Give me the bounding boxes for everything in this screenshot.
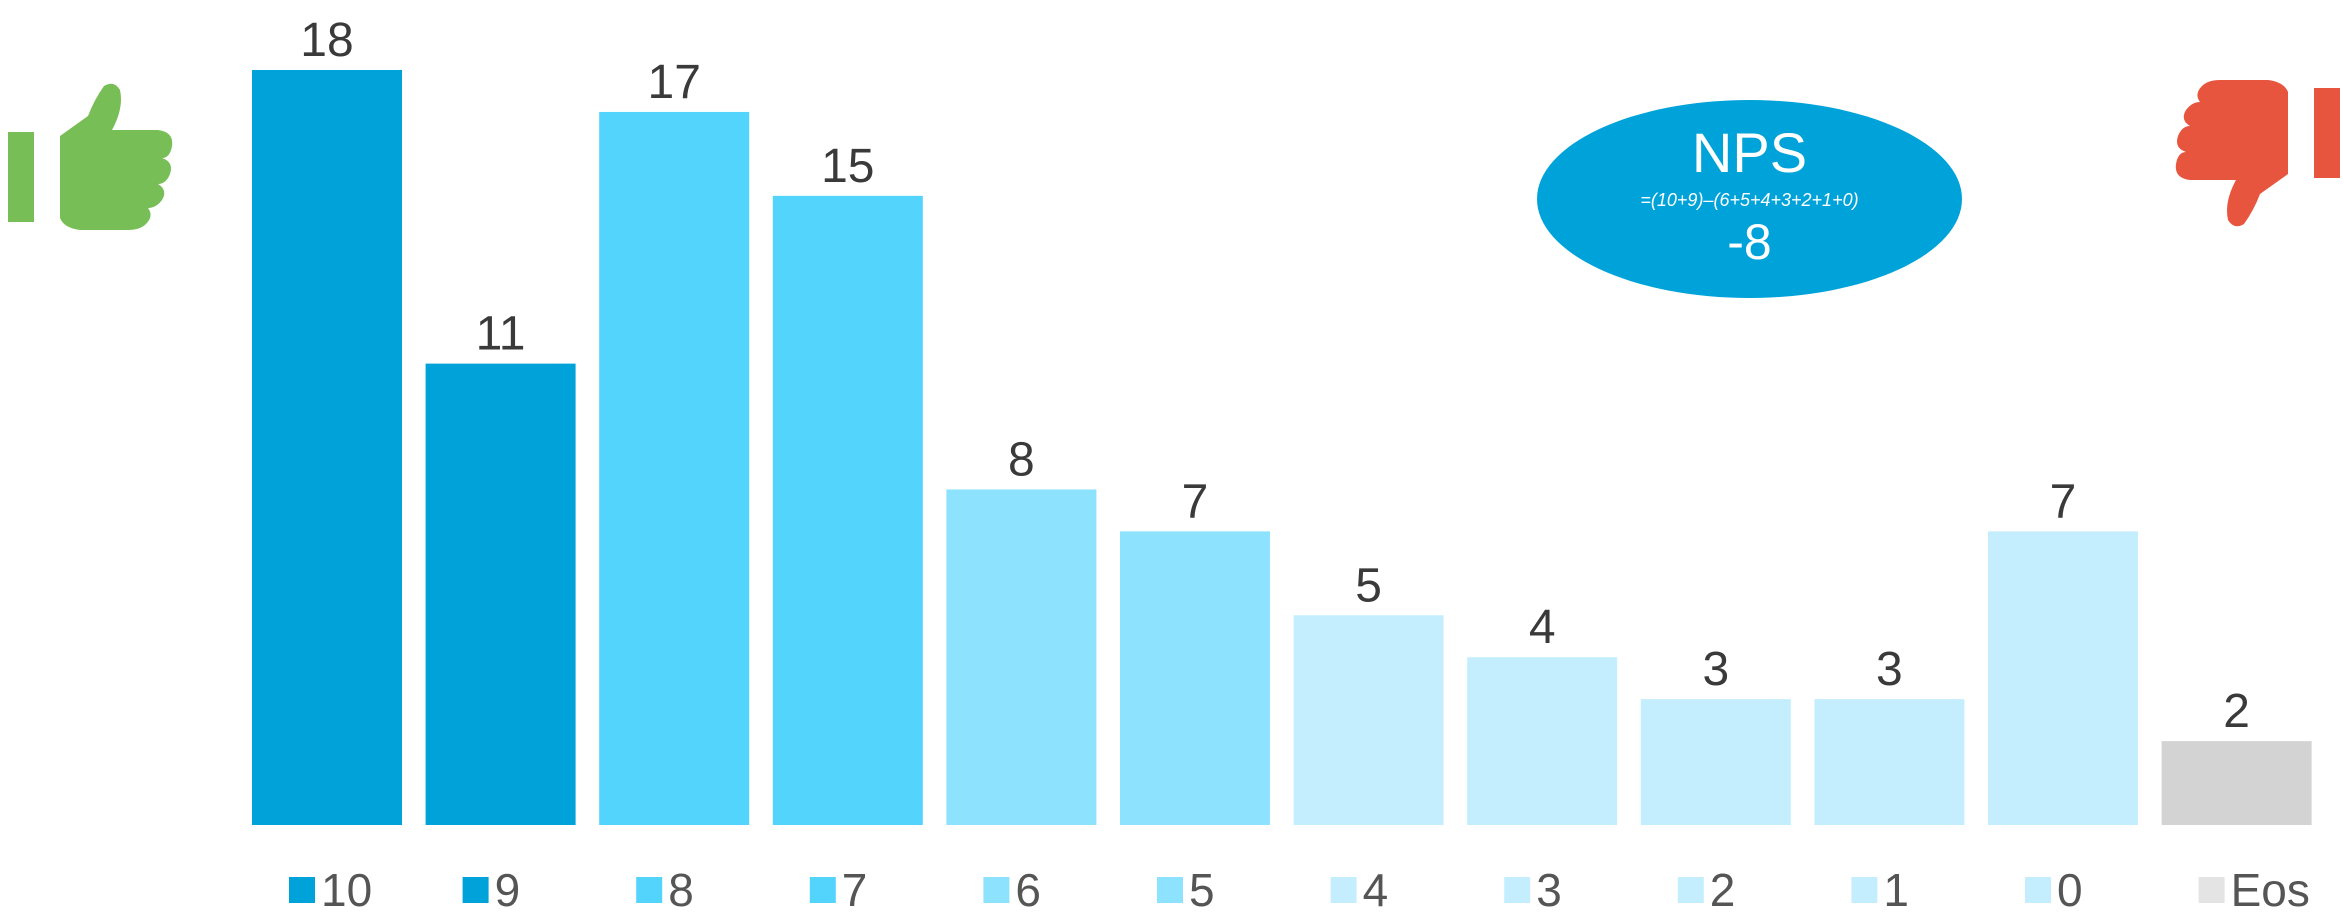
bar-6: [946, 489, 1097, 825]
value-label-10: 18: [300, 14, 353, 67]
legend-label-6: 6: [1015, 864, 1041, 913]
value-label-6: 8: [1008, 433, 1035, 486]
legend-label-9: 9: [495, 864, 521, 913]
value-label-8: 17: [648, 56, 701, 109]
value-label-Eos: 2: [2223, 685, 2250, 738]
bar-8: [599, 111, 750, 825]
nps-formula: =(10+9)–(6+5+4+3+2+1+0): [1640, 190, 1859, 210]
bar-10: [252, 70, 402, 825]
legend-swatch-6: [983, 877, 1010, 903]
nps-badge: NPS =(10+9)–(6+5+4+3+2+1+0) -8: [1537, 100, 1962, 298]
legend-label-4: 4: [1363, 864, 1389, 913]
legend-swatch-0: [2025, 877, 2051, 903]
legend-swatch-7: [809, 877, 836, 903]
thumbs-up-icon: [8, 83, 173, 230]
bar-3: [1467, 657, 1618, 825]
value-label-3: 4: [1529, 601, 1556, 654]
value-label-2: 3: [1702, 643, 1729, 696]
bar-2: [1640, 699, 1791, 825]
value-label-7: 15: [821, 140, 874, 193]
legend-label-5: 5: [1189, 864, 1215, 913]
value-label-1: 3: [1876, 643, 1903, 696]
legend-label-1: 1: [1883, 864, 1909, 913]
bar-0: [1988, 531, 2138, 825]
legend-swatch-Eos: [2198, 877, 2225, 903]
value-label-0: 7: [2050, 475, 2077, 528]
value-labels-group: 18 11 17 15 8 7 5 4 3 3 7 2: [300, 14, 2250, 738]
legend-label-3: 3: [1536, 864, 1562, 913]
legend-swatch-1: [1851, 877, 1878, 903]
legend-swatch-5: [1157, 877, 1183, 903]
legend-label-8: 8: [668, 864, 694, 913]
thumbs-down-icon: [2175, 80, 2340, 227]
bar-9: [425, 363, 576, 825]
value-label-9: 11: [476, 308, 526, 361]
nps-title: NPS: [1691, 121, 1808, 184]
legend-swatch-8: [636, 877, 663, 903]
bar-5: [1120, 531, 1270, 825]
legend-label-10: 10: [321, 864, 372, 913]
value-label-4: 5: [1355, 559, 1382, 612]
legend-label-7: 7: [842, 864, 868, 913]
legend-swatch-2: [1677, 877, 1704, 903]
legend-swatch-10: [289, 877, 315, 903]
legend-swatch-9: [462, 877, 489, 903]
nps-value: -8: [1727, 214, 1772, 270]
bars-group: [252, 70, 2312, 826]
legend-label-0: 0: [2057, 864, 2083, 913]
legend-label-2: 2: [1710, 864, 1736, 913]
legend: 10 9 8 7 6 5 4 3 2 1 0 Eos: [289, 864, 2310, 913]
legend-label-Eos: Eos: [2231, 864, 2310, 913]
bar-4: [1293, 615, 1444, 825]
bar-1: [1814, 699, 1965, 825]
bar-Eos: [2161, 741, 2312, 825]
legend-swatch-3: [1504, 877, 1531, 903]
bar-7: [772, 195, 923, 826]
legend-swatch-4: [1330, 877, 1357, 903]
value-label-5: 7: [1182, 475, 1209, 528]
